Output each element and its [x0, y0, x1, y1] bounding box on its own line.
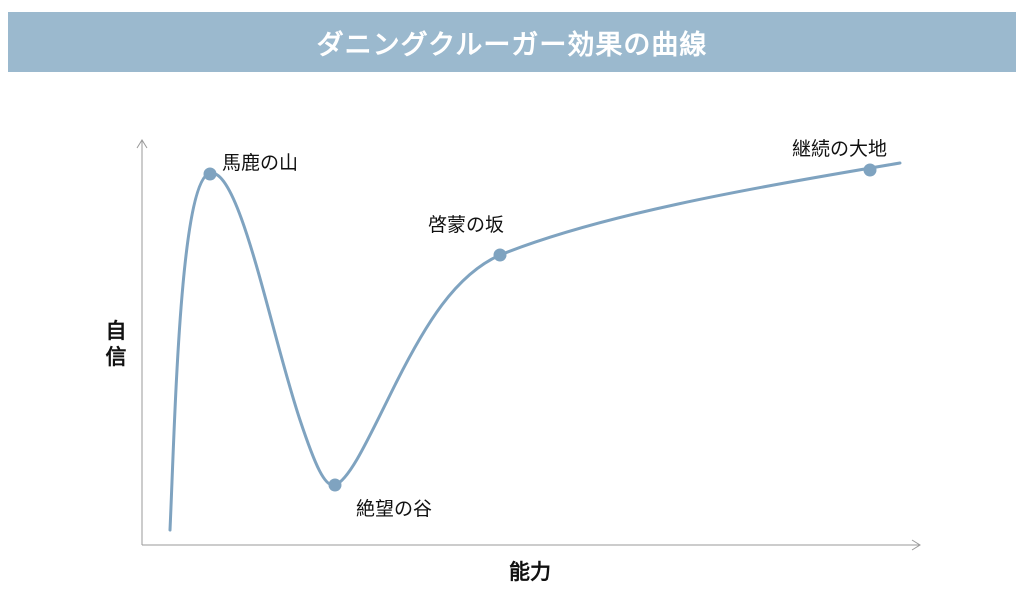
point-valley-of-despair — [328, 478, 342, 492]
dunning-kruger-curve — [168, 161, 902, 532]
label-peak-of-stupidity: 馬鹿の山 — [222, 152, 299, 174]
label-slope-of-enlightenment: 啓蒙の坂 — [428, 214, 505, 236]
x-axis-arrow — [911, 539, 921, 551]
y-axis-arrow — [136, 139, 148, 149]
point-plateau-of-sustainability — [863, 163, 877, 177]
y-axis-label: 自信 — [105, 319, 127, 369]
label-valley-of-despair: 絶望の谷 — [356, 498, 433, 520]
point-peak-of-stupidity — [203, 167, 217, 181]
title-bar: ダニングクルーガー効果の曲線 — [8, 12, 1016, 72]
page-title: ダニングクルーガー効果の曲線 — [316, 29, 708, 61]
point-slope-of-enlightenment — [493, 248, 507, 262]
x-axis-label: 能力 — [509, 560, 551, 584]
label-plateau-of-sustainability: 継続の大地 — [792, 138, 888, 160]
